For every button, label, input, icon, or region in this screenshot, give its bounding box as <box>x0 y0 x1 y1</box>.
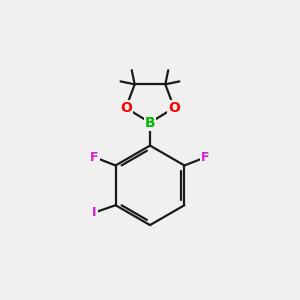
Text: I: I <box>92 206 97 219</box>
Text: F: F <box>90 151 99 164</box>
Text: F: F <box>201 151 210 164</box>
Text: B: B <box>145 116 155 130</box>
Text: O: O <box>120 101 132 115</box>
Text: O: O <box>168 101 180 115</box>
